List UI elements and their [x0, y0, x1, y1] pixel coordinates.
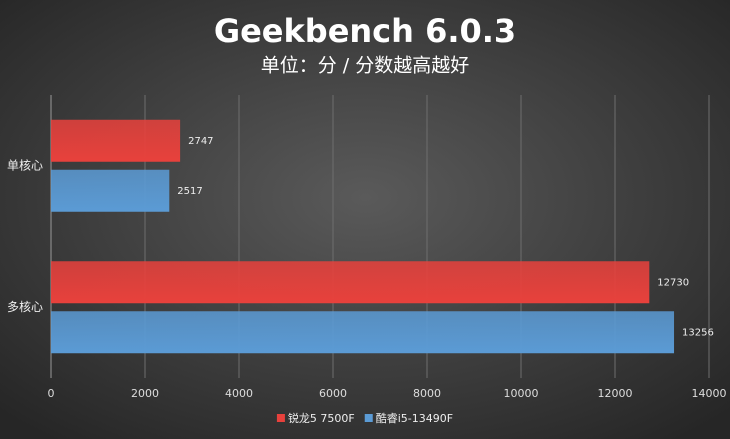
x-tick-label: 14000 — [692, 387, 727, 400]
legend-swatch — [276, 414, 285, 422]
legend-label: 酷睿i5-13490F — [376, 411, 453, 425]
value-label: 2747 — [188, 136, 213, 147]
bar — [51, 169, 170, 212]
bar — [51, 119, 181, 162]
bar — [51, 311, 675, 354]
x-tick-label: 4000 — [225, 387, 253, 400]
x-tick-label: 12000 — [598, 387, 633, 400]
y-tick-label: 多核心 — [7, 300, 43, 314]
chart-subtitle: 单位：分 / 分数越高越好 — [261, 55, 469, 77]
legend-swatch — [364, 414, 373, 422]
x-tick-label: 0 — [48, 387, 55, 400]
chart-title: Geekbench 6.0.3 — [214, 12, 516, 50]
x-tick-label: 10000 — [504, 387, 539, 400]
value-label: 2517 — [177, 186, 202, 197]
legend: 锐龙5 7500F 酷睿i5-13490F — [276, 411, 453, 425]
x-tick-label: 6000 — [319, 387, 347, 400]
legend-label: 锐龙5 7500F — [288, 411, 355, 425]
y-tick-label: 单核心 — [7, 158, 43, 172]
value-label: 12730 — [657, 277, 689, 288]
x-tick-label: 8000 — [413, 387, 441, 400]
value-label: 13256 — [682, 327, 714, 338]
x-tick-label: 2000 — [131, 387, 159, 400]
bar — [51, 261, 650, 304]
